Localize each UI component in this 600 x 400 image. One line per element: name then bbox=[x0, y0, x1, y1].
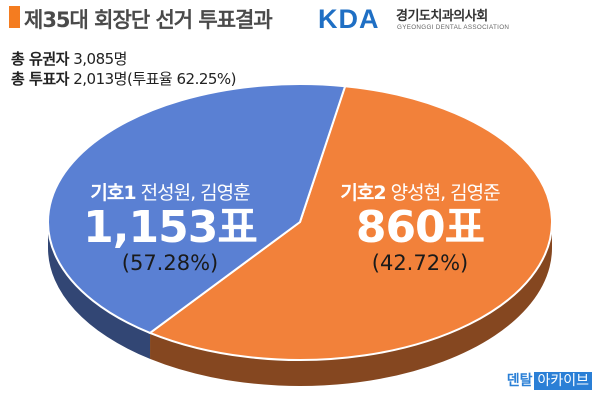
eligible-voters-stat: 총 유권자 3,085명 bbox=[11, 48, 127, 69]
slice-2-votes: 860표 bbox=[355, 202, 485, 253]
logo-name-english: GYEONGGI DENTAL ASSOCIATION bbox=[397, 24, 510, 31]
pie-side-1 bbox=[150, 222, 552, 386]
slice-1-votes: 1,153표 bbox=[83, 202, 258, 253]
logo-name-korean: 경기도치과의사회 bbox=[396, 9, 488, 24]
slice-1-label: 기호1 전성원, 김영훈 1,153표 (57.28%) bbox=[50, 178, 290, 275]
total-voters-value: 2,013명(투표율 62.25%) bbox=[73, 70, 237, 88]
slice-2-percent: (42.72%) bbox=[371, 251, 469, 276]
total-voters-label: 총 투표자 bbox=[11, 70, 69, 88]
title-accent-bar bbox=[9, 6, 20, 28]
slice-2-candidates: 기호2 양성현, 김영준 bbox=[300, 178, 540, 205]
slice-2-candidate-names: 양성현, 김영준 bbox=[390, 182, 501, 204]
kda-logo: KDA 경기도치과의사회 GYEONGGI DENTAL ASSOCIATION bbox=[318, 4, 590, 40]
dental-archive-brand: 덴탈 아카이브 bbox=[507, 370, 592, 390]
pie-slice-2 bbox=[47, 83, 347, 335]
pie-slice-1 bbox=[147, 85, 553, 361]
slice-2-number: 기호2 bbox=[340, 182, 386, 204]
page-title: 제35대 회장단 선거 투표결과 bbox=[24, 8, 273, 32]
pie-side-2 bbox=[48, 222, 151, 359]
slice-1-percent: (57.28%) bbox=[121, 251, 219, 276]
footer-brand-part2: 아카이브 bbox=[534, 372, 592, 390]
total-voters-stat: 총 투표자 2,013명(투표율 62.25%) bbox=[11, 68, 237, 89]
slice-1-candidate-names: 전성원, 김영훈 bbox=[140, 182, 251, 204]
slice-1-number: 기호1 bbox=[90, 182, 136, 204]
footer-brand-part1: 덴탈 bbox=[506, 373, 533, 389]
slice-2-label: 기호2 양성현, 김영준 860표 (42.72%) bbox=[300, 178, 540, 275]
slice-1-candidates: 기호1 전성원, 김영훈 bbox=[50, 178, 290, 205]
eligible-voters-label: 총 유권자 bbox=[11, 50, 69, 68]
eligible-voters-value: 3,085명 bbox=[73, 50, 127, 68]
kda-logo-mark: KDA bbox=[318, 4, 380, 34]
